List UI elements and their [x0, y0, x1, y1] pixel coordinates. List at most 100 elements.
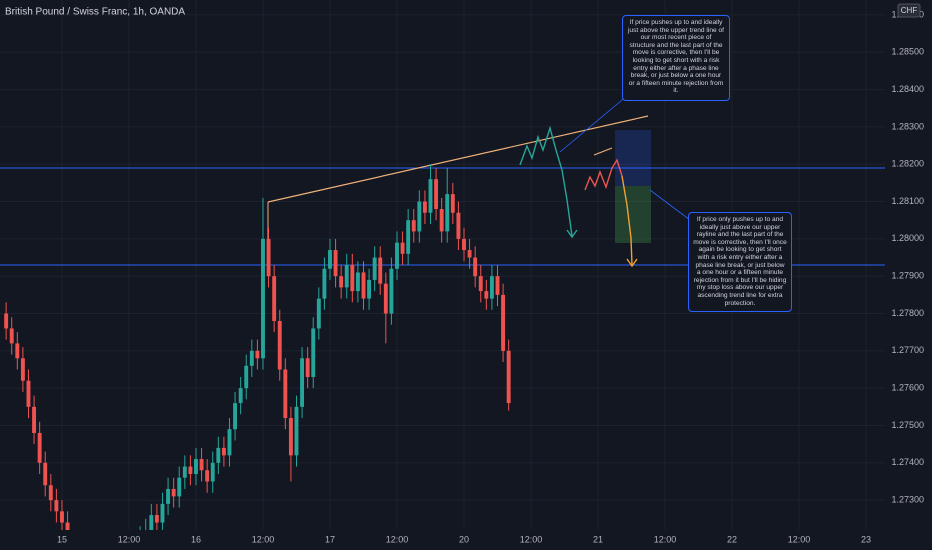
risk-box — [615, 130, 651, 186]
candle-body — [255, 350, 260, 359]
reward-box — [615, 186, 651, 243]
candle-body — [166, 488, 171, 504]
x-tick-label: 12:00 — [252, 534, 275, 544]
candle-body — [372, 257, 377, 280]
y-tick-label: 1.28300 — [891, 121, 924, 131]
candle-body — [188, 466, 193, 475]
candle-body — [339, 276, 344, 288]
candle-body — [294, 406, 299, 456]
candle-body — [32, 406, 37, 433]
y-tick-label: 1.27400 — [891, 457, 924, 467]
projection-arrow — [626, 258, 638, 268]
x-tick-label: 22 — [727, 534, 737, 544]
candle-body — [221, 447, 226, 456]
candle-body — [400, 242, 405, 254]
candle-body — [395, 242, 399, 269]
candle-body — [322, 268, 327, 299]
candle-body — [434, 179, 439, 210]
candle-body — [450, 194, 455, 213]
candle-body — [473, 257, 478, 277]
candle-body — [445, 194, 450, 232]
candle-body — [233, 403, 238, 430]
y-tick-label: 1.28000 — [891, 233, 924, 243]
projection-arrow — [566, 229, 578, 239]
candle-body — [26, 380, 31, 407]
candles — [4, 164, 511, 550]
candle-body — [422, 201, 427, 213]
candle-body — [37, 432, 42, 463]
candle-body — [311, 328, 316, 377]
candle-body — [288, 418, 293, 456]
candle-body — [160, 503, 165, 523]
candle-body — [378, 257, 383, 284]
trend-line — [267, 115, 649, 203]
candle-body — [383, 283, 388, 314]
projection-path — [621, 175, 633, 266]
chart-title: British Pound / Swiss Franc, 1h, OANDA — [5, 7, 185, 18]
x-tick-label: 20 — [459, 534, 469, 544]
candle-body — [333, 250, 338, 277]
x-tick-label: 12:00 — [118, 534, 141, 544]
x-tick-label: 12:00 — [654, 534, 677, 544]
candle-body — [171, 488, 176, 497]
candle-body — [227, 429, 232, 456]
drawings — [267, 94, 691, 268]
candle-body — [266, 238, 271, 277]
candle-body — [261, 238, 265, 359]
candle-body — [300, 358, 305, 407]
y-tick-label: 1.27700 — [891, 345, 924, 355]
currency-tag — [897, 3, 921, 18]
candle-body — [456, 212, 461, 239]
candle-body — [205, 470, 210, 482]
x-tick-label: 12:00 — [386, 534, 409, 544]
candle-body — [199, 459, 204, 471]
x-tick-label: 23 — [861, 534, 871, 544]
candle-body — [478, 276, 483, 292]
candle-body — [355, 272, 360, 292]
annotation: If price pushes up to and ideally just a… — [622, 15, 730, 101]
candle-body — [506, 350, 511, 404]
candle-body — [328, 250, 332, 269]
candle-body — [238, 388, 243, 404]
candle-body — [182, 466, 187, 478]
candle-body — [367, 279, 372, 299]
candle-body — [406, 220, 411, 254]
candle-body — [277, 320, 282, 370]
projection-path — [519, 125, 573, 237]
projection-path — [584, 158, 623, 191]
candle-body — [439, 209, 444, 232]
candle-body — [216, 447, 221, 463]
candle-body — [428, 179, 433, 213]
candle-body — [467, 250, 472, 258]
candle-body — [154, 515, 159, 523]
candle-body — [54, 500, 59, 512]
axes: 1.27300 1.27400 1.27500 1.27600 1.27700 1.278… — [57, 9, 924, 544]
candle-body — [283, 369, 288, 419]
candle-body — [20, 358, 25, 381]
callout-line — [559, 94, 629, 153]
ray-line — [593, 147, 613, 156]
candle-body — [9, 328, 14, 344]
y-tick-label: 1.27600 — [891, 383, 924, 393]
candle-body — [177, 477, 182, 497]
time-axis — [0, 530, 932, 550]
candle-body — [462, 238, 466, 251]
x-tick-label: 12:00 — [520, 534, 543, 544]
candle-body — [4, 313, 9, 329]
y-tick-label: 1.27900 — [891, 271, 924, 281]
candle-body — [361, 272, 366, 299]
candle-body — [210, 462, 215, 482]
candle-body — [389, 268, 394, 314]
candle-body — [65, 522, 70, 534]
y-tick-label: 1.28100 — [891, 196, 924, 206]
x-tick-label: 21 — [593, 534, 603, 544]
candle-body — [350, 265, 355, 292]
candle-body — [149, 515, 154, 530]
price-axis — [885, 0, 932, 550]
candle-body — [249, 350, 254, 366]
currency-label: CHF — [901, 6, 918, 15]
candle-body — [417, 201, 422, 232]
y-tick-label: 1.27500 — [891, 420, 924, 430]
